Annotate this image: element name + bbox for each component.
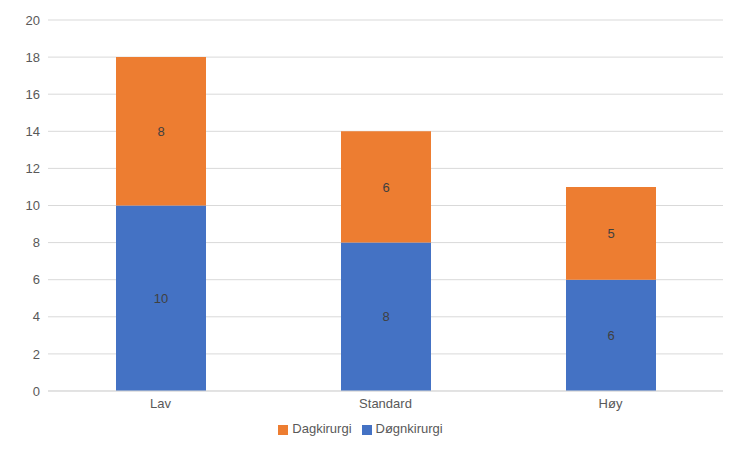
html-text:Døgnkirurgi: Døgnkirurgi	[375, 421, 443, 436]
svg-text:2: 2	[33, 347, 40, 362]
html-text:Dagkirurgi: Dagkirurgi	[292, 421, 352, 436]
svg-text:6: 6	[382, 180, 389, 195]
svg-text:8: 8	[33, 235, 40, 250]
svg-text:8: 8	[157, 124, 164, 139]
svg-text:Høy: Høy	[599, 396, 623, 411]
svg-text:0: 0	[33, 384, 40, 399]
svg-text:10: 10	[154, 291, 168, 306]
svg-text:16: 16	[26, 87, 40, 102]
svg-text:Standard: Standard	[359, 396, 412, 411]
svg-text:10: 10	[26, 198, 40, 213]
svg-text:Lav: Lav	[150, 396, 171, 411]
svg-text:14: 14	[26, 124, 40, 139]
svg-text:18: 18	[26, 50, 40, 65]
svg-text:12: 12	[26, 161, 40, 176]
svg-text:20: 20	[26, 13, 40, 28]
svg-text:4: 4	[33, 309, 40, 324]
svg-text:5: 5	[607, 226, 614, 241]
svg-text:6: 6	[607, 328, 614, 343]
svg-text:6: 6	[33, 272, 40, 287]
svg-text:8: 8	[382, 309, 389, 324]
